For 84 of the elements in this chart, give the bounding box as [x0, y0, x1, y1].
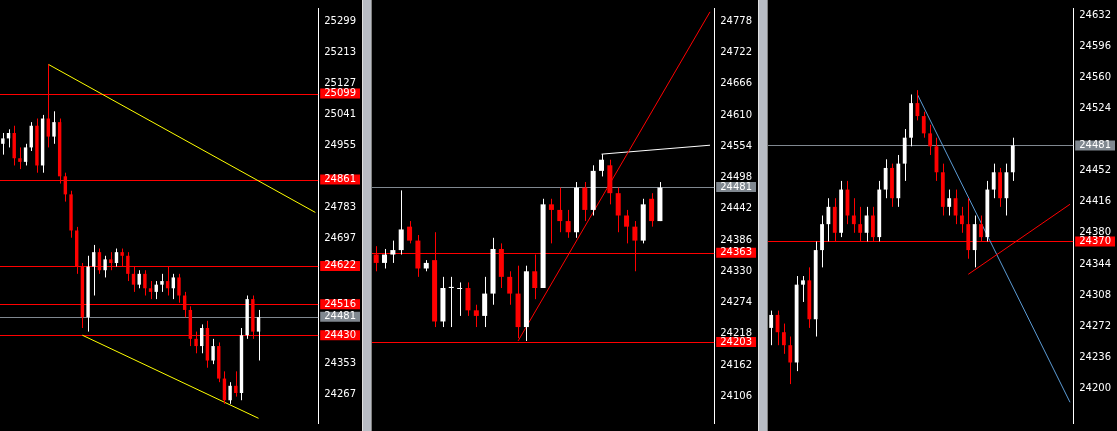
candlestick [788, 336, 793, 385]
candlestick [615, 187, 621, 233]
y-tick-label: 24162 [720, 358, 752, 370]
y-tick-label: 24236 [1079, 350, 1111, 362]
candlestick [398, 189, 404, 256]
candlestick [851, 197, 856, 234]
ref-line-label: 24430 [324, 328, 356, 340]
ref-line-label: 24516 [324, 297, 356, 309]
candlestick [52, 110, 56, 145]
ref-line-label: 24481 [1079, 139, 1111, 151]
y-tick-label: 24330 [720, 264, 752, 276]
y-tick-label: 24524 [1079, 101, 1111, 113]
ref-line-label: 24481 [324, 310, 356, 322]
ref-line-label: 24370 [1079, 235, 1111, 247]
y-tick-label: 24498 [720, 171, 752, 183]
candlestick [565, 209, 571, 239]
candlestick [624, 209, 630, 244]
y-tick-label: 24353 [324, 356, 356, 368]
ref-line-label: 24481 [720, 180, 752, 192]
y-tick-label: 24666 [720, 77, 752, 89]
y-tick-label: 24697 [324, 232, 356, 244]
candlestick [457, 281, 463, 317]
candlestick [921, 111, 926, 139]
y-tick-label: 24274 [720, 296, 752, 308]
candlestick [256, 309, 261, 362]
candlestick [991, 163, 996, 199]
y-tick-label: 25299 [324, 14, 356, 26]
candlestick [228, 381, 232, 405]
ref-line-label: 24363 [720, 246, 752, 258]
y-tick-label: 25127 [324, 77, 356, 89]
ref-line-label: 24622 [324, 259, 356, 271]
candlestick [548, 198, 554, 244]
y-tick-label: 24308 [1079, 288, 1111, 300]
candlestick [18, 146, 22, 170]
candlestick [960, 206, 964, 234]
candlestick [649, 192, 655, 228]
candlestick [211, 338, 215, 365]
y-tick-label: 24442 [720, 202, 752, 214]
y-tick-label: 24272 [1079, 319, 1111, 331]
candlestick [160, 273, 164, 293]
candlestick [883, 158, 888, 199]
y-tick-label: 24632 [1079, 8, 1111, 20]
candlestick [148, 280, 153, 300]
candlestick [143, 269, 147, 296]
candlestick [582, 181, 588, 222]
candlestick [769, 310, 774, 346]
candlestick [482, 276, 488, 328]
candlestick [390, 240, 396, 264]
candlestick [382, 248, 388, 269]
y-tick-label: 25041 [324, 108, 356, 120]
candlestick [557, 187, 563, 233]
y-tick-label: 24955 [324, 139, 356, 151]
y-tick-label: 24560 [1079, 70, 1111, 82]
y-tick-label: 25213 [324, 46, 356, 58]
ref-line-label: 24861 [324, 173, 356, 185]
candlestick [801, 275, 805, 303]
candlestick [781, 323, 786, 355]
candlestick [507, 270, 513, 306]
candlestick [947, 189, 952, 216]
candlestick [103, 255, 107, 278]
ref-line-label: 25099 [324, 87, 356, 99]
y-tick-label: 24106 [720, 389, 752, 401]
candlestick [465, 281, 471, 317]
y-tick-label: 24200 [1079, 382, 1111, 394]
y-tick-label: 24386 [720, 233, 752, 245]
candlestick [928, 124, 933, 156]
candlestick [234, 370, 238, 398]
y-tick-label: 24722 [720, 46, 752, 58]
y-tick-label: 24380 [1079, 226, 1111, 238]
y-tick-label: 24610 [720, 108, 752, 120]
candlestick [826, 197, 831, 242]
y-tick-label: 24778 [720, 14, 752, 26]
candlestick [473, 304, 479, 328]
y-tick-label: 24596 [1079, 39, 1111, 51]
y-tick-label: 24554 [720, 139, 752, 151]
y-tick-label: 24783 [324, 201, 356, 213]
y-tick-label: 24267 [324, 387, 356, 399]
candlestick [407, 220, 413, 244]
candlestick [23, 143, 28, 166]
candlestick [92, 244, 96, 296]
y-tick-label: 24416 [1079, 195, 1111, 207]
y-tick-label: 24344 [1079, 257, 1111, 269]
candlestick [1, 132, 5, 156]
y-tick-label: 24452 [1079, 164, 1111, 176]
